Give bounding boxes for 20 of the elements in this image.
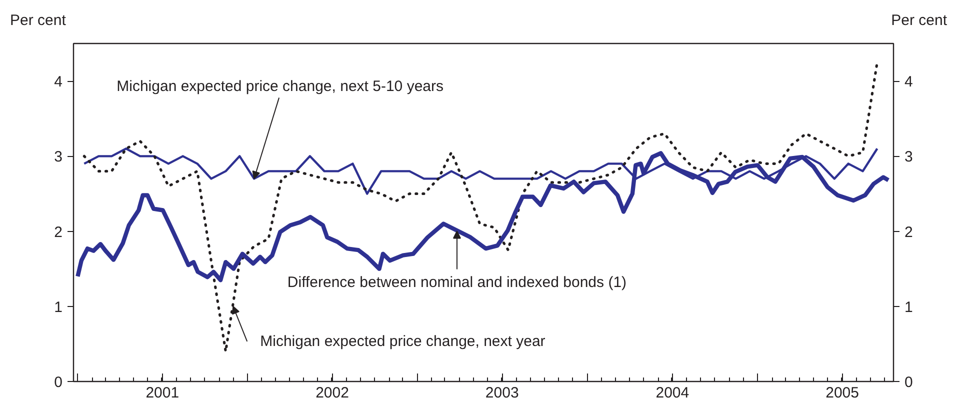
x-tick-label: 2003 [485,384,519,402]
y2-tick-label: 2 [904,224,913,241]
y-tick-label: 4 [54,74,62,91]
y-tick-label: 3 [54,148,62,166]
y2-tick-label: 4 [904,74,913,91]
y2-tick-label: 1 [904,298,913,316]
x-tick-label: 2004 [656,384,690,402]
y-axis-title: Per cent [10,11,66,31]
x-tick-label: 2001 [146,384,180,402]
y-tick-label: 2 [54,224,62,241]
annotation: Difference between nominal and indexed bonds (1) [287,274,627,291]
y2-tick-label: 3 [904,148,913,166]
y-tick-label: 0 [54,374,62,391]
x-tick-label: 2005 [826,384,859,402]
y2-axis-title: Per cent [891,11,947,31]
annotation: Michigan expected price change, next 5-10 years [116,78,444,96]
y2-tick-label: 0 [904,374,913,391]
x-tick-label: 2002 [316,384,349,402]
annotation: Michigan expected price change, next year [260,332,546,350]
y-tick-label: 1 [54,298,62,316]
